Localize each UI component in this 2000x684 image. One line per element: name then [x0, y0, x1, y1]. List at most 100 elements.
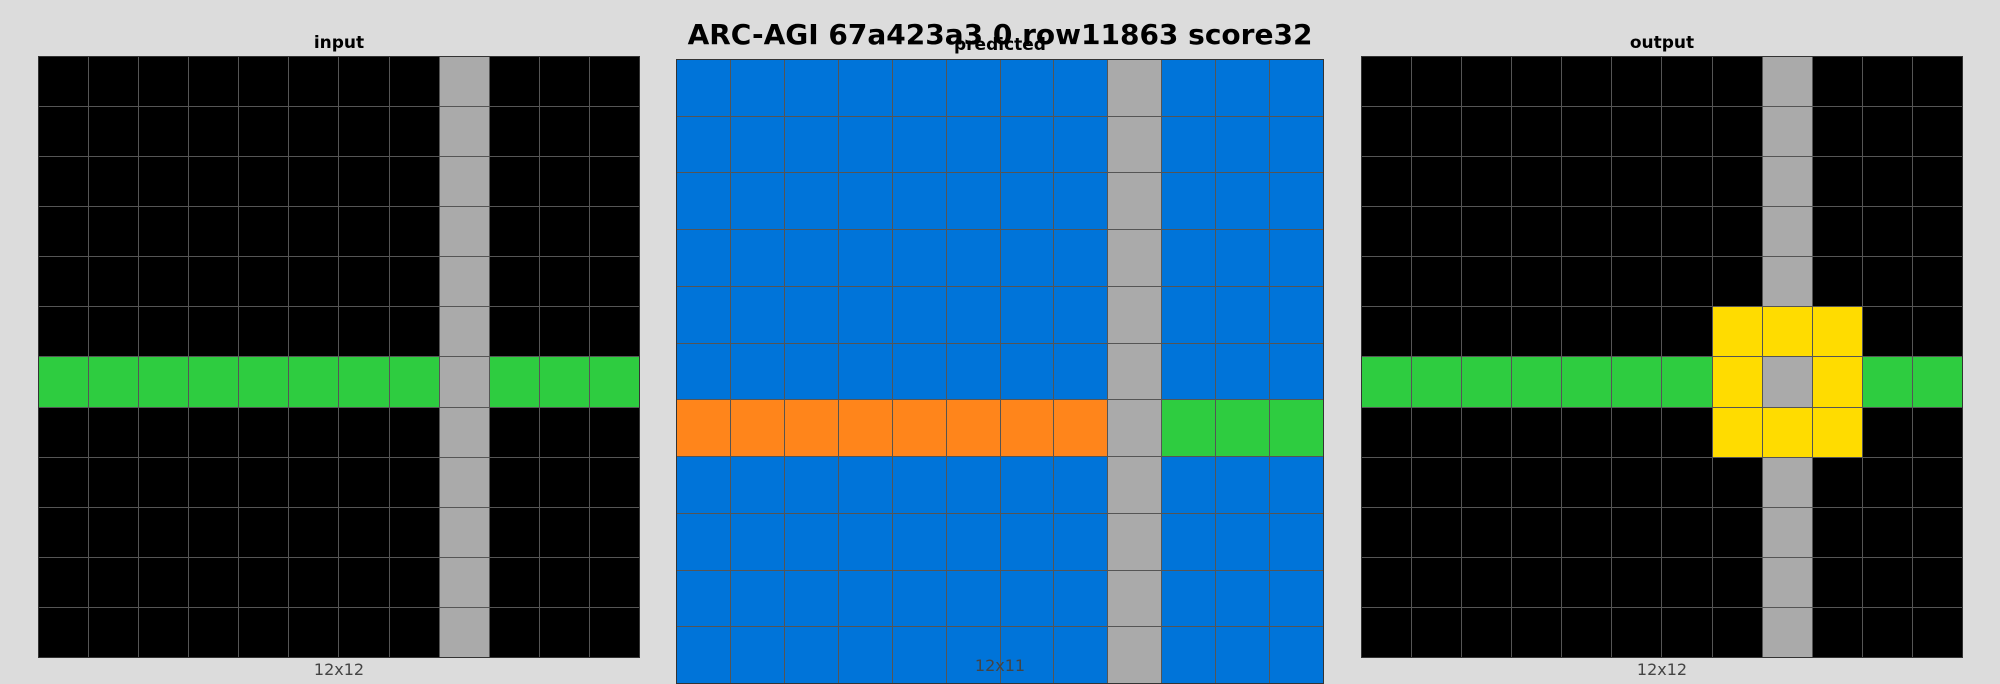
input-cell: [589, 207, 639, 257]
input-cell: [289, 57, 339, 107]
output-cell: [1412, 257, 1462, 307]
predicted-cell: [784, 60, 838, 116]
input-cell: [439, 107, 489, 157]
predicted-cell: [677, 570, 730, 627]
predicted-cell: [1270, 116, 1323, 173]
predicted-cell: [946, 116, 1000, 173]
predicted-cell: [730, 230, 784, 286]
output-cell: [1712, 57, 1762, 107]
input-cell: [389, 407, 439, 457]
input-cell: [139, 607, 189, 657]
predicted-cell: [1000, 286, 1054, 343]
input-cell: [39, 507, 89, 557]
predicted-cell: [892, 116, 946, 173]
output-cell: [1762, 407, 1812, 457]
output-cell: [1512, 107, 1562, 157]
input-cell: [89, 307, 139, 357]
predicted-cell: [1054, 457, 1108, 513]
input-cell: [239, 257, 289, 307]
output-cell: [1912, 157, 1962, 207]
predicted-cell: [1108, 513, 1162, 570]
predicted-cell: [784, 400, 838, 457]
input-cell: [589, 307, 639, 357]
output-grid-size: 12x12: [1636, 660, 1688, 679]
output-cell: [1462, 357, 1512, 407]
input-cell: [539, 507, 589, 557]
output-cell: [1812, 607, 1862, 657]
output-cell: [1562, 507, 1612, 557]
output-cell: [1362, 407, 1412, 457]
input-cell: [289, 257, 339, 307]
predicted-cell: [946, 230, 1000, 286]
output-cell: [1562, 357, 1612, 407]
predicted-cell: [784, 570, 838, 627]
output-cell: [1912, 257, 1962, 307]
predicted-cell: [838, 343, 892, 400]
predicted-cell: [1108, 230, 1162, 286]
input-cell: [489, 507, 539, 557]
input-cell: [539, 357, 589, 407]
output-cell: [1612, 457, 1662, 507]
input-cell: [139, 557, 189, 607]
input-cell: [189, 207, 239, 257]
input-cell: [239, 407, 289, 457]
input-cell: [139, 207, 189, 257]
predicted-cell: [1216, 60, 1270, 116]
output-cell: [1862, 307, 1912, 357]
input-cell: [439, 557, 489, 607]
input-cell: [189, 557, 239, 607]
predicted-cell: [1108, 457, 1162, 513]
output-cell: [1362, 357, 1412, 407]
output-cell: [1512, 357, 1562, 407]
input-cell: [389, 207, 439, 257]
output-cell: [1462, 107, 1512, 157]
input-cell: [539, 157, 589, 207]
output-cell: [1712, 207, 1762, 257]
output-cell: [1362, 107, 1412, 157]
output-cell: [1512, 207, 1562, 257]
output-cell: [1462, 407, 1512, 457]
output-cell: [1762, 557, 1812, 607]
input-cell: [139, 357, 189, 407]
output-cell: [1362, 157, 1412, 207]
input-cell: [489, 357, 539, 407]
input-cell: [139, 157, 189, 207]
output-cell: [1562, 57, 1612, 107]
predicted-cell: [1054, 230, 1108, 286]
predicted-cell: [677, 513, 730, 570]
input-cell: [89, 157, 139, 207]
output-cell: [1562, 457, 1612, 507]
input-cell: [189, 407, 239, 457]
output-cell: [1462, 557, 1512, 607]
predicted-cell: [892, 173, 946, 230]
output-cell: [1862, 207, 1912, 257]
output-cell: [1862, 407, 1912, 457]
input-cell: [189, 57, 239, 107]
input-grid-size: 12x12: [313, 660, 365, 679]
output-cell: [1562, 157, 1612, 207]
output-cell: [1762, 257, 1812, 307]
output-cell: [1612, 357, 1662, 407]
output-cell: [1762, 507, 1812, 557]
predicted-cell: [1108, 173, 1162, 230]
predicted-cell: [730, 513, 784, 570]
predicted-cell: [1270, 60, 1323, 116]
predicted-cell: [1054, 513, 1108, 570]
output-cell: [1912, 607, 1962, 657]
input-cell: [589, 607, 639, 657]
input-cell: [139, 457, 189, 507]
predicted-cell: [784, 457, 838, 513]
output-cell: [1412, 207, 1462, 257]
predicted-cell: [677, 400, 730, 457]
output-cell: [1862, 257, 1912, 307]
output-cell: [1712, 407, 1762, 457]
output-cell: [1362, 507, 1412, 557]
output-cell: [1612, 557, 1662, 607]
predicted-cell: [1000, 173, 1054, 230]
output-cell: [1662, 357, 1712, 407]
output-cell: [1812, 207, 1862, 257]
output-cell: [1462, 207, 1512, 257]
input-cell: [589, 107, 639, 157]
predicted-cell: [1270, 513, 1323, 570]
output-cell: [1912, 457, 1962, 507]
